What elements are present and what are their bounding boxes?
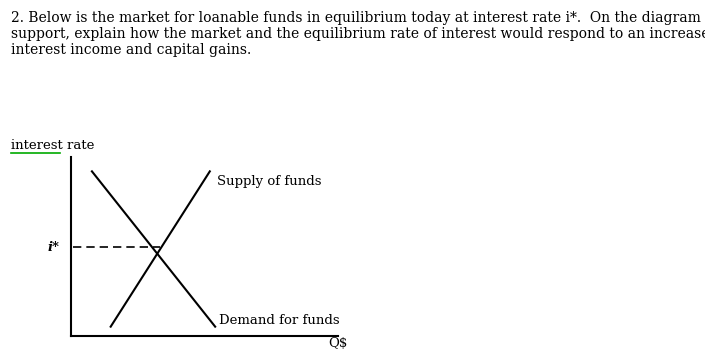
Text: Supply of funds: Supply of funds — [217, 175, 321, 188]
Text: Demand for funds: Demand for funds — [219, 314, 339, 327]
Text: 2. Below is the market for loanable funds in equilibrium today at interest rate : 2. Below is the market for loanable fund… — [11, 11, 705, 57]
Text: Q$: Q$ — [329, 337, 348, 350]
Text: i*: i* — [48, 241, 60, 254]
Text: interest rate: interest rate — [11, 139, 94, 152]
